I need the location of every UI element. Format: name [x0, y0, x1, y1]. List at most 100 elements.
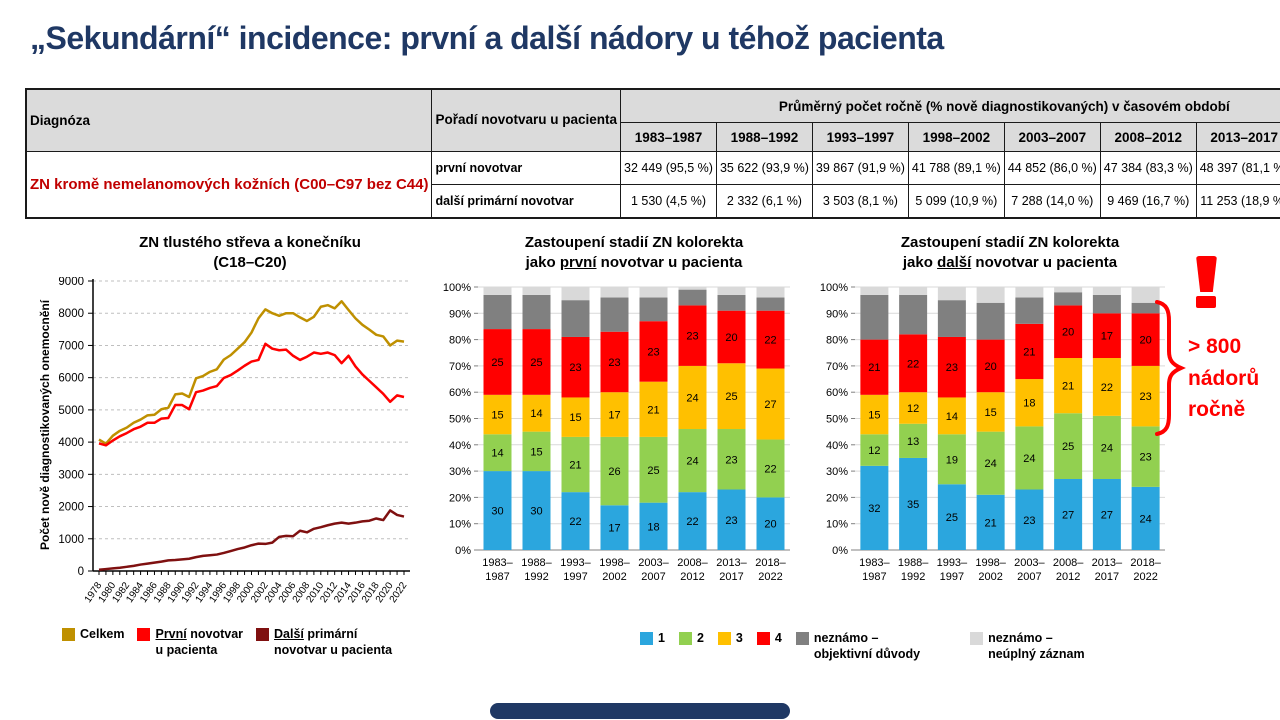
svg-text:22: 22 [764, 335, 776, 347]
value-cell: 2 332 (6,1 %) [715, 184, 813, 219]
legend-item-stage-3: 3 [717, 631, 743, 662]
svg-text:21: 21 [868, 362, 880, 374]
svg-text:25: 25 [530, 357, 542, 369]
svg-text:4000: 4000 [58, 437, 84, 449]
row-label: první novotvar [431, 151, 622, 185]
svg-text:25: 25 [647, 465, 659, 477]
svg-text:27: 27 [1101, 509, 1113, 521]
svg-text:30%: 30% [449, 466, 471, 478]
table-row-prvni-novotvar: ZN kromě nemelanomových kožních (C00–C97… [25, 151, 1280, 219]
svg-text:23: 23 [725, 454, 737, 466]
svg-text:100%: 100% [820, 282, 848, 294]
svg-text:13: 13 [907, 436, 919, 448]
svg-text:1000: 1000 [58, 534, 84, 546]
svg-text:12: 12 [907, 403, 919, 415]
svg-text:17: 17 [608, 410, 620, 422]
svg-text:25: 25 [725, 391, 737, 403]
page-title: „Sekundární“ incidence: první a další ná… [30, 20, 944, 56]
stacked-chart-prvni-svg: 0% 10% 20% 30% 40% 50% 60% 70% 80% 90% 100% 30 14 15 2… [443, 282, 790, 583]
svg-text:90%: 90% [449, 308, 471, 320]
svg-text:80%: 80% [449, 335, 471, 347]
svg-text:25: 25 [491, 357, 503, 369]
diagnosis-cell: ZN kromě nemelanomových kožních (C00–C97… [25, 151, 433, 219]
bottom-accent-bar [490, 703, 790, 719]
svg-text:2008–: 2008– [677, 557, 708, 569]
svg-text:23: 23 [608, 357, 620, 369]
svg-text:1997: 1997 [563, 571, 587, 583]
svg-text:24: 24 [686, 456, 698, 468]
svg-text:40%: 40% [826, 440, 848, 452]
svg-text:25: 25 [1062, 441, 1074, 453]
annotation-800-tumors: > 800 nádorů ročně [1188, 335, 1260, 421]
svg-text:2002: 2002 [978, 571, 1002, 583]
svg-text:23: 23 [1023, 515, 1035, 527]
stacked-chart-prvni: Zastoupení stadií ZN kolorekta jako prvn… [436, 233, 801, 643]
stage2-swatch [678, 632, 692, 645]
svg-text:24: 24 [1023, 453, 1035, 465]
svg-text:2003–: 2003– [638, 557, 669, 569]
svg-text:15: 15 [868, 410, 880, 422]
svg-text:21: 21 [569, 460, 581, 472]
svg-text:0%: 0% [455, 545, 471, 557]
svg-text:25: 25 [946, 512, 958, 524]
svg-text:10%: 10% [826, 519, 848, 531]
period-header: 2008–2012 [1099, 122, 1197, 152]
exclamation-dot [1196, 296, 1216, 308]
svg-text:24: 24 [1101, 442, 1113, 454]
celkem-swatch [62, 628, 75, 641]
legend-item-celkem: Celkem [62, 627, 124, 658]
svg-text:1998–: 1998– [975, 557, 1006, 569]
svg-text:18: 18 [647, 521, 659, 533]
legend-item-stage-4: 4 [756, 631, 782, 662]
svg-text:1992: 1992 [524, 571, 548, 583]
svg-text:2012: 2012 [1056, 571, 1080, 583]
svg-text:3000: 3000 [58, 469, 84, 481]
value-cell: 9 469 (16,7 %) [1099, 184, 1197, 219]
value-cell: 41 788 (89,1 %) [907, 151, 1005, 185]
svg-text:9000: 9000 [58, 277, 84, 288]
svg-text:1998–: 1998– [599, 557, 630, 569]
svg-text:22: 22 [1101, 382, 1113, 394]
svg-text:20: 20 [985, 361, 997, 373]
svg-text:2017: 2017 [1095, 571, 1119, 583]
svg-text:17: 17 [1101, 331, 1113, 343]
unknown-objective-swatch [795, 632, 809, 645]
svg-text:0%: 0% [832, 545, 848, 557]
svg-text:23: 23 [725, 515, 737, 527]
svg-text:22: 22 [907, 358, 919, 370]
table-row-dalsi-novotvar: další primární novotvar 1 530 (4,5 %) 2 … [26, 184, 1280, 219]
svg-text:30: 30 [530, 506, 542, 518]
value-cell: 48 397 (81,1 %) [1195, 151, 1280, 185]
svg-text:19: 19 [946, 454, 958, 466]
svg-text:1987: 1987 [862, 571, 886, 583]
prvni-novotvar-swatch [137, 628, 151, 641]
svg-text:5000: 5000 [58, 405, 84, 417]
stacked-chart-dalsi: Zastoupení stadií ZN kolorekta jako dalš… [813, 233, 1178, 643]
legend-item-dalsi-novotvar: Další primární novotvar u pacienta [256, 627, 392, 658]
svg-text:21: 21 [985, 517, 997, 529]
svg-text:20: 20 [764, 519, 776, 531]
stacked-chart-prvni-title: Zastoupení stadií ZN kolorekta jako prvn… [524, 234, 744, 272]
table-header-row: Diagnóza Pořadí novotvaru u pacienta Prů… [25, 88, 1280, 152]
svg-text:2017: 2017 [719, 571, 743, 583]
value-cell: 1 530 (4,5 %) [620, 184, 717, 219]
exclamation-icon [1196, 256, 1218, 308]
line-chart-title-line1: ZN tlustého střeva a konečníku [139, 234, 361, 251]
svg-text:20%: 20% [449, 492, 471, 504]
svg-text:23: 23 [686, 331, 698, 343]
svg-text:26: 26 [608, 466, 620, 478]
legend-item-stage-1: 1 [640, 631, 665, 662]
svg-text:1983–: 1983– [482, 557, 513, 569]
svg-text:12: 12 [868, 445, 880, 457]
svg-text:24: 24 [1140, 513, 1152, 525]
svg-text:2003–: 2003– [1014, 557, 1045, 569]
incidence-table: Diagnóza Pořadí novotvaru u pacienta Prů… [25, 88, 1280, 219]
legend-item-unknown-incomplete: neznámo – neúplný záznam [970, 631, 1085, 662]
svg-text:30: 30 [491, 506, 503, 518]
svg-text:32: 32 [868, 503, 880, 515]
svg-text:23: 23 [1140, 452, 1152, 464]
svg-text:22: 22 [764, 463, 776, 475]
svg-text:1983–: 1983– [859, 557, 890, 569]
stage3-swatch [717, 632, 731, 645]
